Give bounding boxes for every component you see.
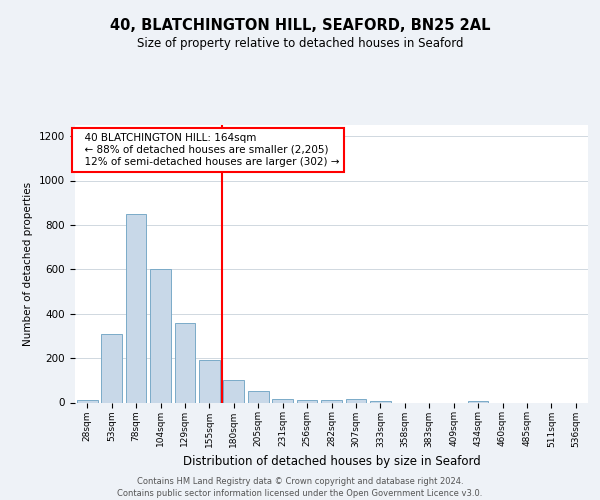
Bar [101, 334, 122, 402]
Text: Contains HM Land Registry data © Crown copyright and database right 2024.
Contai: Contains HM Land Registry data © Crown c… [118, 476, 482, 498]
Bar [346, 399, 367, 402]
Y-axis label: Number of detached properties: Number of detached properties [23, 182, 34, 346]
Bar [150, 270, 171, 402]
Bar [125, 214, 146, 402]
Text: Size of property relative to detached houses in Seaford: Size of property relative to detached ho… [137, 38, 463, 51]
Bar [296, 400, 317, 402]
Bar [272, 399, 293, 402]
Bar [175, 322, 196, 402]
Text: 40 BLATCHINGTON HILL: 164sqm
  ← 88% of detached houses are smaller (2,205)
  12: 40 BLATCHINGTON HILL: 164sqm ← 88% of de… [77, 134, 339, 166]
Bar [199, 360, 220, 403]
Bar [248, 392, 269, 402]
Bar [77, 400, 98, 402]
Bar [467, 400, 488, 402]
Text: 40, BLATCHINGTON HILL, SEAFORD, BN25 2AL: 40, BLATCHINGTON HILL, SEAFORD, BN25 2AL [110, 18, 490, 32]
Bar [223, 380, 244, 402]
X-axis label: Distribution of detached houses by size in Seaford: Distribution of detached houses by size … [182, 455, 481, 468]
Bar [321, 400, 342, 402]
